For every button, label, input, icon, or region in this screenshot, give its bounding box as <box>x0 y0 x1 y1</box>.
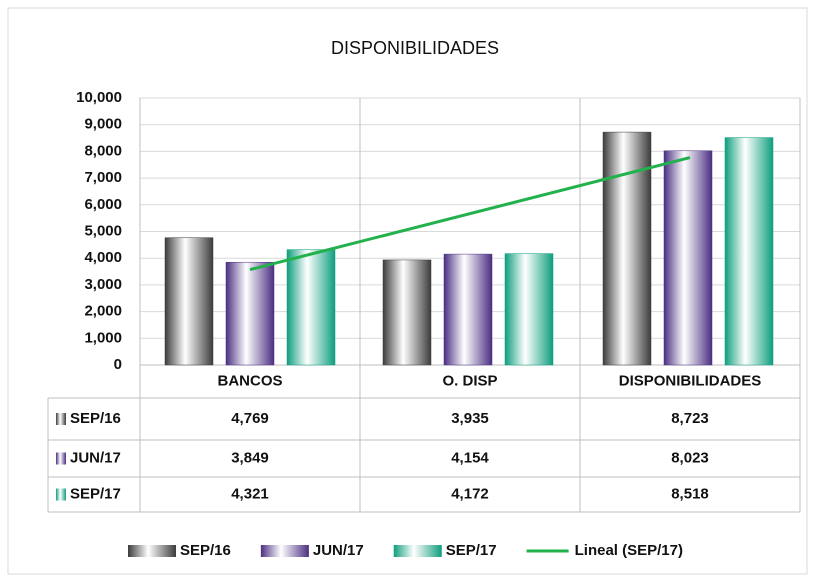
bar <box>164 237 214 366</box>
table-cell: 4,154 <box>451 449 489 466</box>
table-row-header: JUN/17 <box>70 449 121 466</box>
table-cell: 3,935 <box>451 410 489 427</box>
legend-swatch <box>393 545 442 557</box>
y-tick-label: 9,000 <box>84 116 122 133</box>
y-tick-label: 7,000 <box>84 169 122 186</box>
table-cell: 8,518 <box>671 485 709 502</box>
y-tick-label: 4,000 <box>84 249 122 266</box>
legend-swatch <box>128 545 176 557</box>
legend-label: Lineal (SEP/17) <box>575 542 683 559</box>
table-row-header: SEP/16 <box>70 410 121 427</box>
y-tick-label: 1,000 <box>84 329 122 346</box>
x-tick-label: O. DISP <box>442 372 497 389</box>
y-tick-label: 0 <box>114 356 122 373</box>
y-tick-label: 10,000 <box>76 89 122 106</box>
legend-label: SEP/16 <box>180 542 231 559</box>
legend-swatch <box>260 545 309 557</box>
y-tick-label: 6,000 <box>84 196 122 213</box>
bar <box>663 150 713 366</box>
table-cell: 4,769 <box>231 410 269 427</box>
table-cell: 8,023 <box>671 449 709 466</box>
table-row-header: SEP/17 <box>70 485 121 502</box>
table-cell: 4,321 <box>231 485 269 502</box>
table-cell: 8,723 <box>671 410 709 427</box>
bar <box>382 259 432 366</box>
bar <box>504 253 554 366</box>
x-tick-label: DISPONIBILIDADES <box>619 372 762 389</box>
table-cell: 3,849 <box>231 449 269 466</box>
legend-label: JUN/17 <box>313 542 364 559</box>
legend-label: SEP/17 <box>446 542 497 559</box>
bar <box>225 261 275 366</box>
trendline <box>249 156 691 272</box>
y-tick-label: 3,000 <box>84 276 122 293</box>
y-tick-label: 2,000 <box>84 303 122 320</box>
table-key <box>56 413 66 425</box>
table-key <box>56 452 66 465</box>
x-tick-label: BANCOS <box>217 372 282 389</box>
chart-title: DISPONIBILIDADES <box>331 38 499 58</box>
bar <box>286 249 336 366</box>
table-cell: 4,172 <box>451 485 489 502</box>
y-tick-label: 5,000 <box>84 222 122 239</box>
table-key <box>56 488 66 501</box>
bar <box>602 131 652 366</box>
bar <box>724 137 774 366</box>
y-tick-label: 8,000 <box>84 142 122 159</box>
bar <box>443 253 493 366</box>
